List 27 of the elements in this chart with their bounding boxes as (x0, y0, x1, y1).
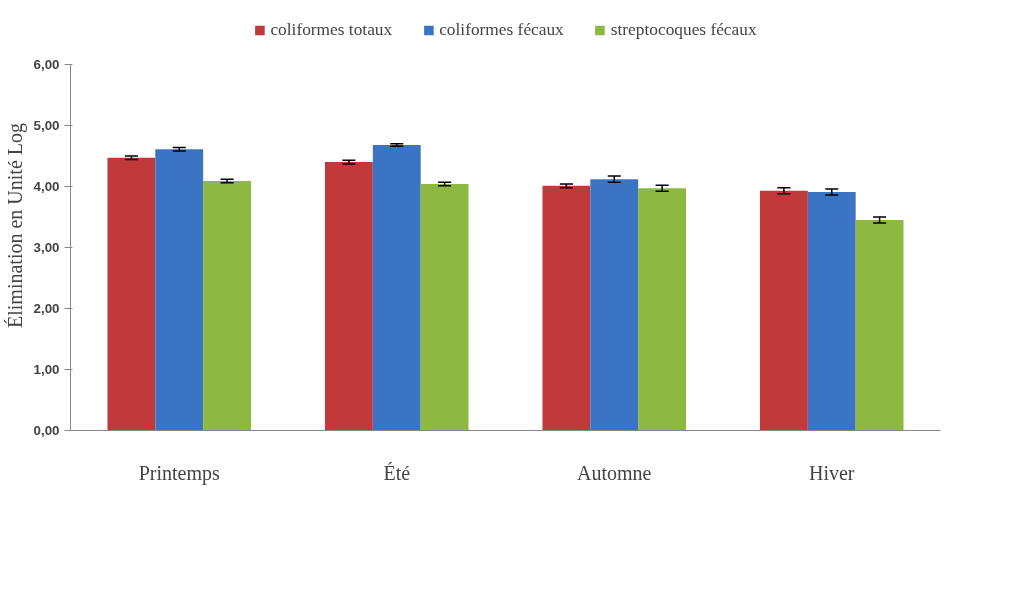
bar (590, 179, 639, 431)
x-tick-label: Printemps (138, 461, 221, 485)
legend-label: coliformes totaux (270, 20, 393, 40)
x-tick-label: Été (383, 461, 411, 484)
bar (855, 220, 904, 431)
bar (324, 162, 373, 431)
bar (372, 144, 421, 431)
bar (203, 180, 252, 431)
y-tick-label: 0,00 (33, 423, 60, 438)
bar (638, 188, 687, 431)
y-tick-label: 1,00 (33, 361, 60, 377)
y-tick-label: 2,00 (33, 300, 60, 316)
x-tick-label: Automne (577, 461, 652, 484)
y-tick-label: 4,00 (33, 178, 60, 194)
bar (807, 191, 856, 431)
bar (155, 149, 204, 431)
bar (542, 185, 591, 431)
y-tick-label: 5,00 (33, 117, 60, 133)
y-tick-label: 6,00 (33, 56, 60, 72)
legend-label: coliformes fécaux (439, 20, 564, 40)
bar (107, 157, 156, 431)
y-tick-label: 3,00 (33, 239, 60, 255)
bar (759, 190, 808, 431)
bar (420, 184, 469, 431)
x-tick-label: Hiver (808, 461, 855, 484)
y-axis-title: Élimination en Unité Log (3, 123, 27, 328)
legend-label: streptocoques fécaux (610, 20, 757, 40)
